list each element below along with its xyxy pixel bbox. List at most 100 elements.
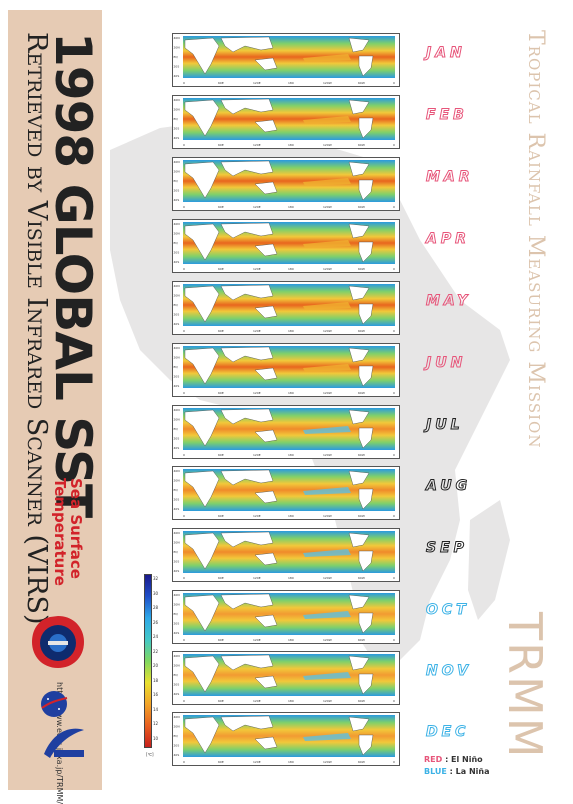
lon-tick-label: 120E (253, 329, 261, 333)
legend-el-nino: RED : El Niño (424, 755, 483, 764)
sst-map-panel: 40N 20N EQ 20S 40S 0 60E 120E 180 120W 60W 0 (172, 33, 400, 87)
lat-tick-label: 20S (174, 683, 180, 687)
colorbar-tick-label: 18 (153, 677, 159, 683)
month-label-may: MAY (425, 293, 472, 310)
colorbar-tick-label: 14 (153, 706, 159, 712)
lat-tick-label: EQ (174, 550, 179, 554)
lat-tick-label: 20N (174, 356, 180, 360)
month-label-apr: APR (426, 231, 470, 248)
lat-tick-label: 40N (174, 222, 180, 226)
lat-tick-label: 40S (174, 753, 180, 757)
lat-tick-label: EQ (174, 488, 179, 492)
lon-tick-label: 0 (393, 699, 395, 703)
lat-tick-label: 40N (174, 593, 180, 597)
lat-tick-label: 40N (174, 284, 180, 288)
sst-map-panel: 40N 20N EQ 20S 40S 0 60E 120E 180 120W 60W 0 (172, 157, 400, 211)
lon-tick-label: 0 (183, 760, 185, 764)
lon-tick-label: 180 (288, 760, 294, 764)
lat-tick-label: 20N (174, 232, 180, 236)
month-label-dec: DEC (425, 724, 470, 741)
lon-tick-label: 0 (183, 638, 185, 642)
lon-tick-label: 120E (253, 267, 261, 271)
lon-tick-label: 120W (323, 143, 332, 147)
legend-red-text: : El Niño (445, 755, 483, 764)
lat-tick-label: 40N (174, 408, 180, 412)
lon-tick-label: 180 (288, 576, 294, 580)
colorbar-tick-label: 22 (153, 648, 159, 654)
lon-tick-label: 0 (183, 514, 185, 518)
lat-tick-label: 20S (174, 622, 180, 626)
lat-tick-label: 20N (174, 294, 180, 298)
month-label-mar: MAR (426, 169, 474, 186)
lon-tick-label: 60E (218, 699, 224, 703)
month-label-oct: OCT (426, 602, 470, 619)
sst-map-panel: 40N 20N EQ 20S 40S 0 60E 120E 180 120W 60W 0 (172, 590, 400, 644)
lon-tick-label: 0 (183, 143, 185, 147)
lon-tick-label: 60W (358, 514, 365, 518)
colorbar-tick-label: 30 (153, 590, 159, 596)
lon-tick-label: 120E (253, 205, 261, 209)
lon-tick-label: 180 (288, 143, 294, 147)
lon-tick-label: 0 (183, 699, 185, 703)
lon-tick-label: 60W (358, 143, 365, 147)
lon-tick-label: 60E (218, 638, 224, 642)
lat-tick-label: EQ (174, 241, 179, 245)
jaxa-logo-icon (44, 728, 84, 758)
lon-tick-label: 120W (323, 760, 332, 764)
lon-tick-label: 60E (218, 205, 224, 209)
lat-tick-label: 20S (174, 313, 180, 317)
lon-tick-label: 120E (253, 143, 261, 147)
mission-title: Tropical Rainfall Measuring Mission (523, 30, 548, 449)
lon-tick-label: 60W (358, 453, 365, 457)
lat-tick-label: 20S (174, 251, 180, 255)
lon-tick-label: 120E (253, 576, 261, 580)
lon-tick-label: 60W (358, 760, 365, 764)
nasa-logo-icon (41, 691, 68, 717)
sst-label: Sea Surface Temperature (51, 478, 85, 586)
lon-tick-label: 0 (393, 576, 395, 580)
colorbar-tick-label: 16 (153, 692, 159, 697)
lon-tick-label: 120W (323, 638, 332, 642)
lon-tick-label: 120E (253, 760, 261, 764)
sst-map-panel: 40N 20N EQ 20S 40S 0 60E 120E 180 120W 60W 0 (172, 651, 400, 705)
lon-tick-label: 0 (183, 329, 185, 333)
lat-tick-label: 40N (174, 531, 180, 535)
lon-tick-label: 180 (288, 638, 294, 642)
lat-tick-label: 40N (174, 654, 180, 658)
sst-map-panel: 40N 20N EQ 20S 40S 0 60E 120E 180 120W 60W 0 (172, 95, 400, 149)
legend-blue-text: : La Niña (449, 767, 490, 776)
lat-tick-label: 40S (174, 569, 180, 573)
lon-tick-label: 60W (358, 576, 365, 580)
lon-tick-label: 60E (218, 514, 224, 518)
lat-tick-label: 40N (174, 160, 180, 164)
lon-tick-label: 60E (218, 143, 224, 147)
month-label-jan: JAN (426, 45, 466, 62)
lon-tick-label: 120E (253, 453, 261, 457)
lon-tick-label: 60W (358, 205, 365, 209)
lon-tick-label: 0 (183, 453, 185, 457)
lon-tick-label: 0 (183, 81, 185, 85)
month-label-jun: JUN (425, 355, 467, 372)
lat-tick-label: 40S (174, 74, 180, 78)
lon-tick-label: 0 (393, 453, 395, 457)
lat-tick-label: 40S (174, 692, 180, 696)
sst-map-panel: 40N 20N EQ 20S 40S 0 60E 120E 180 120W 60W 0 (172, 281, 400, 335)
lon-tick-label: 0 (183, 391, 185, 395)
colorbar-tick-label: 20 (153, 663, 159, 668)
lon-tick-label: 60E (218, 267, 224, 271)
lat-tick-label: 20S (174, 65, 180, 69)
lon-tick-label: 120E (253, 391, 261, 395)
lon-tick-label: 180 (288, 453, 294, 457)
lon-tick-label: 120W (323, 453, 332, 457)
lat-tick-label: 40S (174, 507, 180, 511)
lat-tick-label: EQ (174, 117, 179, 121)
sst-map-panel: 40N 20N EQ 20S 40S 0 60E 120E 180 120W 60W 0 (172, 343, 400, 397)
lon-tick-label: 120E (253, 514, 261, 518)
lon-tick-label: 120W (323, 699, 332, 703)
